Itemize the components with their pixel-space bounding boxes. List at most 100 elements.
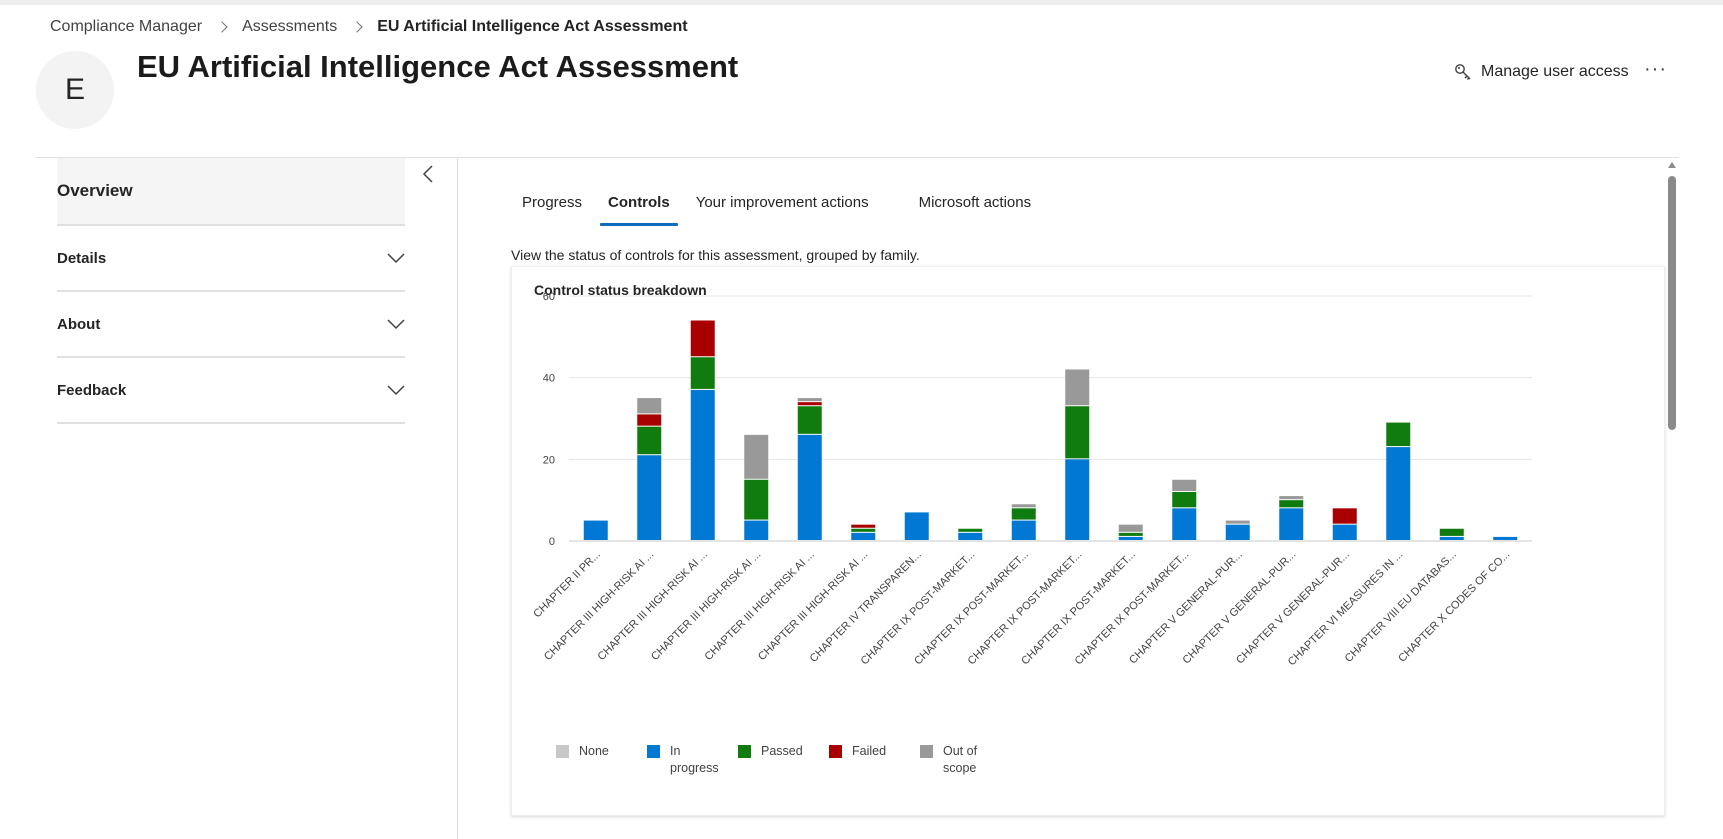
top-border bbox=[0, 0, 1723, 5]
bar-segment[interactable] bbox=[958, 532, 983, 540]
legend-swatch bbox=[556, 745, 569, 758]
breadcrumb-assessments[interactable]: Assessments bbox=[242, 18, 338, 35]
collapse-panel-button[interactable] bbox=[421, 164, 435, 189]
bar-segment[interactable] bbox=[1386, 447, 1411, 540]
bar-segment[interactable] bbox=[637, 426, 662, 455]
bar-segment[interactable] bbox=[851, 528, 876, 532]
bar-segment[interactable] bbox=[797, 406, 822, 434]
nav-section-label: Feedback bbox=[57, 381, 127, 399]
scrollbar-thumb[interactable] bbox=[1668, 176, 1676, 430]
bar-segment[interactable] bbox=[1172, 492, 1197, 508]
bar-segment[interactable] bbox=[851, 524, 876, 528]
scroll-up-arrow-icon[interactable] bbox=[1668, 162, 1676, 168]
x-tick-label: CHAPTER III HIGH-RISK AI ... bbox=[756, 549, 870, 663]
y-tick-label: 40 bbox=[543, 373, 555, 385]
chevron-down-icon bbox=[387, 319, 405, 330]
chevron-left-icon bbox=[422, 165, 433, 183]
bar-segment[interactable] bbox=[1225, 524, 1250, 540]
bar-segment[interactable] bbox=[1118, 524, 1143, 532]
legend-label: Failed bbox=[852, 744, 887, 758]
manage-user-access-button[interactable]: Manage user access bbox=[1453, 62, 1629, 82]
legend-item-out-of-scope[interactable]: Out of scope bbox=[920, 743, 991, 777]
bar-segment[interactable] bbox=[690, 357, 715, 389]
y-tick-label: 0 bbox=[549, 536, 555, 548]
bar-segment[interactable] bbox=[744, 520, 769, 540]
bar-segment[interactable] bbox=[690, 320, 715, 357]
bar-segment[interactable] bbox=[744, 479, 769, 520]
x-tick-label: CHAPTER IX POST-MARKET... bbox=[1073, 549, 1192, 668]
x-tick-label: CHAPTER IX POST-MARKET... bbox=[966, 549, 1085, 668]
x-tick-label: CHAPTER III HIGH-RISK AI ... bbox=[595, 549, 709, 663]
nav-section-feedback[interactable]: Feedback bbox=[57, 358, 405, 424]
bar-segment[interactable] bbox=[690, 389, 715, 540]
bar-segment[interactable] bbox=[637, 398, 662, 414]
x-tick-label: CHAPTER VI MEASURES IN ... bbox=[1286, 549, 1406, 669]
nav-section-about[interactable]: About bbox=[57, 292, 405, 358]
x-tick-label: CHAPTER V GENERAL-PUR... bbox=[1181, 549, 1299, 667]
legend-swatch bbox=[920, 745, 933, 758]
bar-segment[interactable] bbox=[1011, 508, 1036, 520]
bar-segment[interactable] bbox=[1065, 369, 1090, 406]
legend-swatch bbox=[738, 745, 751, 758]
bar-segment[interactable] bbox=[1065, 406, 1090, 459]
bar-segment[interactable] bbox=[1118, 532, 1143, 536]
legend-item-in-progress[interactable]: In progress bbox=[647, 743, 719, 777]
bar-segment[interactable] bbox=[637, 455, 662, 540]
bar-segment[interactable] bbox=[744, 434, 769, 479]
bar-segment[interactable] bbox=[1332, 524, 1357, 540]
nav-section-details[interactable]: Details bbox=[57, 226, 405, 292]
legend-item-none[interactable]: None bbox=[556, 743, 627, 777]
control-status-card: Control status breakdown 0 20 40 60 CHAPTER … bbox=[511, 266, 1665, 816]
legend-item-passed[interactable]: Passed bbox=[738, 743, 809, 777]
legend-item-failed[interactable]: Failed bbox=[829, 743, 900, 777]
bar-segment[interactable] bbox=[637, 414, 662, 426]
bar-segment[interactable] bbox=[1118, 536, 1143, 540]
bar-segment[interactable] bbox=[583, 520, 608, 540]
bar-segment[interactable] bbox=[851, 532, 876, 540]
chevron-down-icon bbox=[387, 385, 405, 396]
tab-progress[interactable]: Progress bbox=[522, 194, 583, 211]
nav-section-label: About bbox=[57, 315, 101, 333]
x-tick-label: CHAPTER IV TRANSPAREN... bbox=[808, 549, 924, 665]
x-tick-label: CHAPTER IX POST-MARKET... bbox=[859, 549, 978, 668]
bar-segment[interactable] bbox=[1332, 508, 1357, 524]
x-tick-label: CHAPTER III HIGH-RISK AI ... bbox=[542, 549, 656, 663]
nav-section-label: Details bbox=[57, 249, 107, 267]
bar-segment[interactable] bbox=[1011, 520, 1036, 540]
bar-segment[interactable] bbox=[904, 512, 929, 540]
bar-segment[interactable] bbox=[797, 402, 822, 406]
bar-segment[interactable] bbox=[1225, 520, 1250, 524]
bar-segment[interactable] bbox=[1279, 496, 1304, 500]
x-tick-label: CHAPTER V GENERAL-PUR... bbox=[1127, 549, 1245, 667]
bar-segment[interactable] bbox=[1439, 528, 1464, 536]
tab-microsoft-actions[interactable]: Microsoft actions bbox=[918, 194, 1032, 211]
breadcrumb-compliance-manager[interactable]: Compliance Manager bbox=[50, 18, 203, 35]
tab-your-improvement-actions[interactable]: Your improvement actions bbox=[695, 194, 869, 211]
bar-segment[interactable] bbox=[797, 398, 822, 402]
bar-segment[interactable] bbox=[1386, 422, 1411, 447]
chart-title: Control status breakdown bbox=[534, 282, 707, 298]
manage-user-access-label: Manage user access bbox=[1481, 63, 1629, 80]
nav-overview-label: Overview bbox=[57, 181, 133, 200]
bar-segment[interactable] bbox=[958, 528, 983, 532]
more-options-button[interactable]: ··· bbox=[1644, 58, 1667, 80]
page-scrollbar[interactable] bbox=[1665, 160, 1678, 839]
bar-segment[interactable] bbox=[1065, 459, 1090, 540]
bar-segment[interactable] bbox=[1279, 508, 1304, 540]
page-title: EU Artificial Intelligence Act Assessmen… bbox=[137, 49, 739, 84]
tab-controls[interactable]: Controls bbox=[596, 192, 682, 226]
chevron-right-icon bbox=[351, 21, 363, 33]
breadcrumb: Compliance Manager Assessments EU Artifi… bbox=[50, 17, 688, 37]
bar-segment[interactable] bbox=[1493, 536, 1518, 540]
bar-segment[interactable] bbox=[1279, 500, 1304, 508]
bar-segment[interactable] bbox=[1011, 504, 1036, 508]
nav-overview[interactable]: Overview bbox=[57, 158, 405, 226]
bar-segment[interactable] bbox=[1172, 508, 1197, 540]
breadcrumb-current: EU Artificial Intelligence Act Assessmen… bbox=[377, 18, 688, 35]
key-icon bbox=[1455, 64, 1471, 80]
bar-segment[interactable] bbox=[1439, 536, 1464, 540]
chevron-down-icon bbox=[387, 253, 405, 264]
bar-segment[interactable] bbox=[797, 434, 822, 540]
bar-segment[interactable] bbox=[1172, 479, 1197, 491]
